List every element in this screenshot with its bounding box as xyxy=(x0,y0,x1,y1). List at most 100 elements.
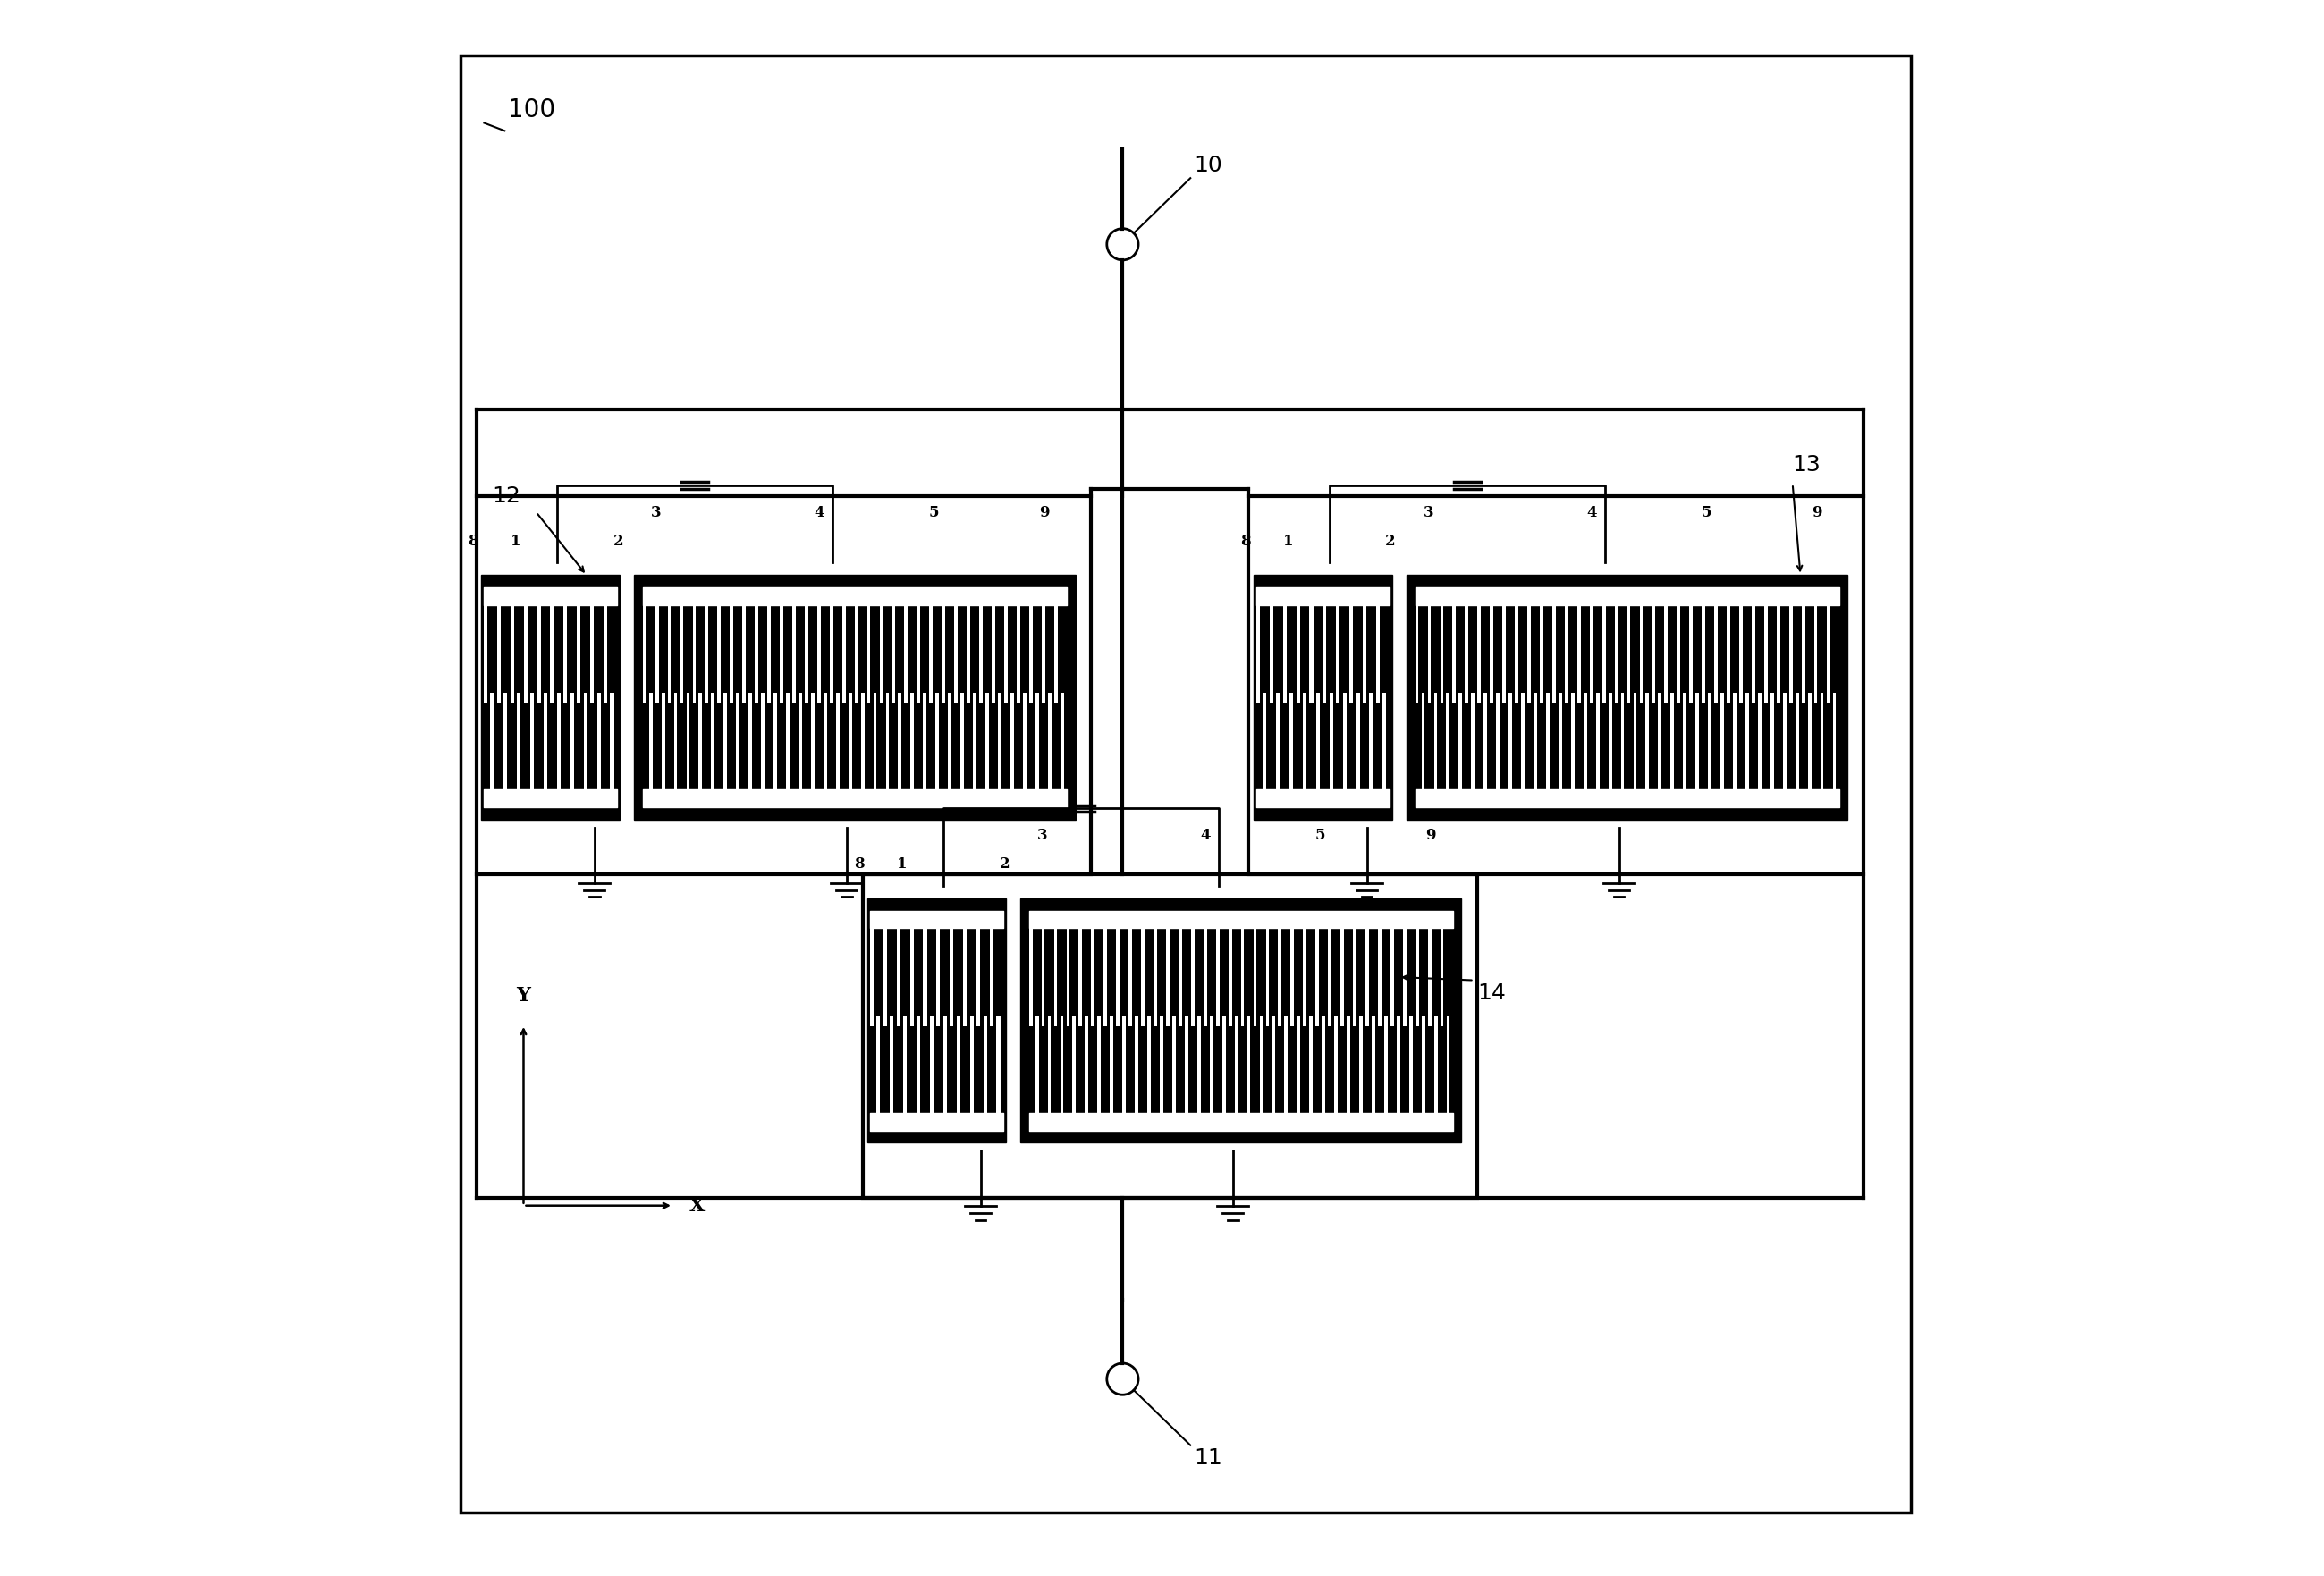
Bar xyxy=(918,605,920,703)
Bar xyxy=(583,693,588,791)
Text: 100: 100 xyxy=(507,98,555,123)
Text: 2: 2 xyxy=(999,856,1009,872)
Bar xyxy=(1571,693,1573,791)
Bar xyxy=(951,928,953,1026)
Bar xyxy=(855,605,858,703)
Bar xyxy=(916,1017,920,1114)
Bar xyxy=(1290,693,1292,791)
Bar xyxy=(1167,928,1169,1026)
Bar xyxy=(1683,693,1687,791)
Bar xyxy=(569,693,574,791)
Bar xyxy=(1522,693,1525,791)
Bar xyxy=(897,693,902,791)
Bar xyxy=(818,605,820,703)
Text: 4: 4 xyxy=(1202,827,1211,843)
Bar xyxy=(1020,898,1462,1143)
Bar xyxy=(523,605,528,703)
Bar xyxy=(937,928,941,1026)
Bar xyxy=(490,693,495,791)
Text: 9: 9 xyxy=(1813,504,1822,520)
Bar xyxy=(969,1017,974,1114)
Bar xyxy=(762,693,765,791)
Bar xyxy=(841,605,846,703)
Bar xyxy=(1397,1017,1399,1114)
Bar xyxy=(1271,1017,1276,1114)
Bar xyxy=(992,605,995,703)
Bar xyxy=(869,928,874,1026)
Bar xyxy=(890,1017,895,1114)
Bar xyxy=(848,693,853,791)
Bar xyxy=(867,605,872,703)
Text: 2: 2 xyxy=(614,533,623,548)
Bar xyxy=(1471,693,1476,791)
Bar xyxy=(718,605,720,703)
Bar xyxy=(1048,1017,1050,1114)
Bar xyxy=(1034,693,1039,791)
Bar xyxy=(1222,1017,1225,1114)
Bar xyxy=(1459,693,1462,791)
Bar xyxy=(1367,928,1369,1026)
Bar xyxy=(1004,605,1009,703)
Bar xyxy=(1016,605,1020,703)
Bar xyxy=(1371,1017,1376,1114)
Text: 2: 2 xyxy=(1385,533,1397,548)
Bar xyxy=(576,605,581,703)
Bar xyxy=(1253,575,1392,820)
Bar xyxy=(1757,693,1762,791)
Bar xyxy=(1627,605,1631,703)
Bar xyxy=(686,693,690,791)
Bar xyxy=(1085,1017,1088,1114)
Bar xyxy=(937,693,939,791)
Bar xyxy=(1267,928,1269,1026)
Bar xyxy=(1104,928,1106,1026)
Text: 8: 8 xyxy=(855,856,865,872)
Bar xyxy=(1234,1017,1239,1114)
Bar xyxy=(990,928,992,1026)
Bar xyxy=(674,693,676,791)
Bar xyxy=(837,693,839,791)
Text: 14: 14 xyxy=(1478,982,1506,1004)
Bar xyxy=(1241,928,1243,1026)
Bar xyxy=(1652,605,1655,703)
Bar xyxy=(1752,605,1755,703)
Bar xyxy=(1404,928,1406,1026)
Bar xyxy=(530,693,535,791)
Bar xyxy=(930,605,932,703)
Bar xyxy=(644,605,646,703)
Bar xyxy=(1229,928,1232,1026)
Text: X: X xyxy=(690,1196,704,1215)
Bar xyxy=(1285,1017,1287,1114)
Text: 3: 3 xyxy=(651,504,660,520)
Bar xyxy=(655,605,658,703)
Bar xyxy=(1357,693,1360,791)
Bar xyxy=(481,575,621,820)
Text: 1: 1 xyxy=(897,856,906,872)
Bar xyxy=(1490,605,1494,703)
Bar xyxy=(476,496,1090,875)
Bar xyxy=(792,605,795,703)
Bar xyxy=(1597,693,1599,791)
Bar xyxy=(1671,693,1673,791)
Bar xyxy=(1541,605,1543,703)
Bar xyxy=(1634,693,1636,791)
Bar xyxy=(867,898,1006,1143)
Bar xyxy=(1834,693,1836,791)
Bar xyxy=(1406,575,1848,820)
Bar xyxy=(711,693,716,791)
Bar xyxy=(1446,693,1450,791)
Bar xyxy=(1390,928,1394,1026)
Text: 5: 5 xyxy=(1315,827,1325,843)
Text: 3: 3 xyxy=(1422,504,1434,520)
Bar xyxy=(1527,605,1532,703)
Bar xyxy=(1815,605,1817,703)
Text: 12: 12 xyxy=(493,485,521,507)
Text: 5: 5 xyxy=(930,504,939,520)
Bar xyxy=(1353,928,1357,1026)
Bar xyxy=(1204,928,1206,1026)
Bar xyxy=(1452,605,1457,703)
Bar xyxy=(1783,693,1787,791)
Text: 4: 4 xyxy=(813,504,825,520)
Bar xyxy=(960,693,964,791)
Bar xyxy=(741,605,746,703)
Text: 3: 3 xyxy=(1037,827,1048,843)
